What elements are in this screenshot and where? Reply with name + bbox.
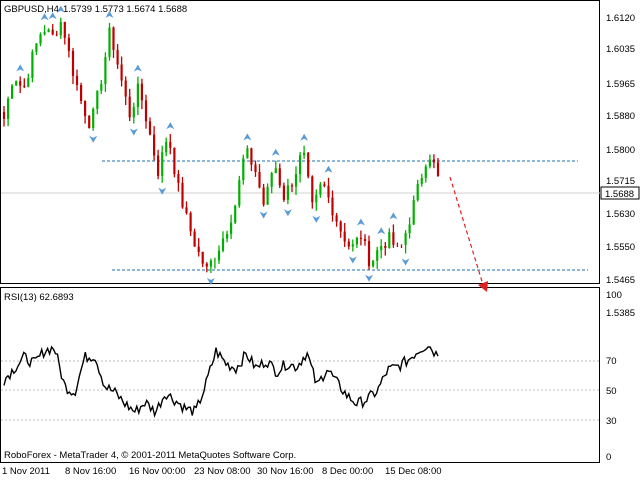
fractal-up-arrow: [133, 64, 142, 72]
current-price-box: [600, 186, 640, 200]
rsi-label: RSI(13) 62.6893: [4, 292, 74, 303]
fractal-down-arrow: [365, 274, 374, 282]
rsi-axis: 100 70 50 30 0: [606, 290, 622, 463]
price-tick: 1.5715: [606, 176, 635, 187]
price-panel[interactable]: [0, 0, 600, 284]
price-axis: 1.6120 1.6035 1.5965 1.5880 1.5800 1.571…: [606, 13, 635, 319]
time-label: 23 Nov 08:00: [194, 466, 251, 477]
price-tick: 1.5465: [606, 275, 635, 286]
fractal-down-arrow: [348, 256, 357, 264]
fractal-down-arrow: [206, 278, 215, 286]
fractal-down-arrow: [401, 258, 410, 266]
time-label: 8 Dec 00:00: [322, 466, 373, 477]
fractal-down-arrow: [283, 209, 292, 217]
fractal-up-arrow: [105, 10, 114, 18]
rsi-line: [3, 345, 439, 419]
symbol-label: GBPUSD,H4: [4, 4, 59, 15]
price-tick: 1.5630: [606, 209, 635, 220]
time-label: 16 Nov 00:00: [129, 466, 186, 477]
fractal-up-arrow: [271, 148, 280, 156]
rsi-tick: 0: [606, 452, 611, 463]
forecast-arrow: [449, 176, 488, 292]
ohlc-values: 1.5739 1.5773 1.5674 1.5688: [63, 4, 187, 15]
copyright-footer: RoboForex - MetaTrader 4, © 2001-2011 Me…: [4, 450, 296, 461]
price-tick: 1.5800: [606, 145, 635, 156]
candlesticks: [2, 17, 440, 273]
fractal-up-arrow: [16, 64, 25, 72]
fractal-up-arrow: [300, 133, 309, 141]
current-price-label: 1.5688: [605, 189, 634, 200]
fractal-down-arrow: [129, 128, 138, 136]
price-tick: 1.5550: [606, 242, 635, 253]
fractal-up-arrow: [389, 212, 398, 220]
price-tick: 1.5385: [606, 308, 635, 319]
rsi-tick: 30: [606, 416, 617, 427]
fractal-up-arrow: [48, 12, 57, 20]
time-label: 15 Dec 08:00: [385, 466, 442, 477]
fractal-up-arrow: [40, 13, 49, 21]
fractal-up-arrow: [243, 133, 252, 141]
rsi-panel[interactable]: [0, 287, 600, 463]
rsi-tick: 70: [606, 356, 617, 367]
fractal-up-arrow: [166, 122, 175, 130]
fractal-up-arrow: [356, 218, 365, 226]
fractal-down-arrow: [158, 187, 167, 195]
time-axis: 1 Nov 2011 8 Nov 16:00 16 Nov 00:00 23 N…: [2, 466, 442, 477]
time-label: 30 Nov 16:00: [257, 466, 314, 477]
fractal-down-arrow: [312, 215, 321, 223]
rsi-tick: 100: [606, 290, 622, 301]
fractal-up-arrow: [324, 165, 333, 173]
price-tick: 1.5965: [606, 79, 635, 90]
time-label: 8 Nov 16:00: [65, 466, 116, 477]
fractal-up-arrow: [56, 5, 65, 13]
price-tick: 1.5880: [606, 111, 635, 122]
price-tick: 1.6035: [606, 44, 635, 55]
fractal-arrows: [16, 5, 410, 286]
rsi-tick: 50: [606, 386, 617, 397]
fractal-down-arrow: [259, 211, 268, 219]
fractal-up-arrow: [377, 227, 386, 235]
price-tick: 1.6120: [606, 13, 635, 24]
time-label: 1 Nov 2011: [2, 466, 50, 477]
fractal-down-arrow: [89, 135, 98, 143]
